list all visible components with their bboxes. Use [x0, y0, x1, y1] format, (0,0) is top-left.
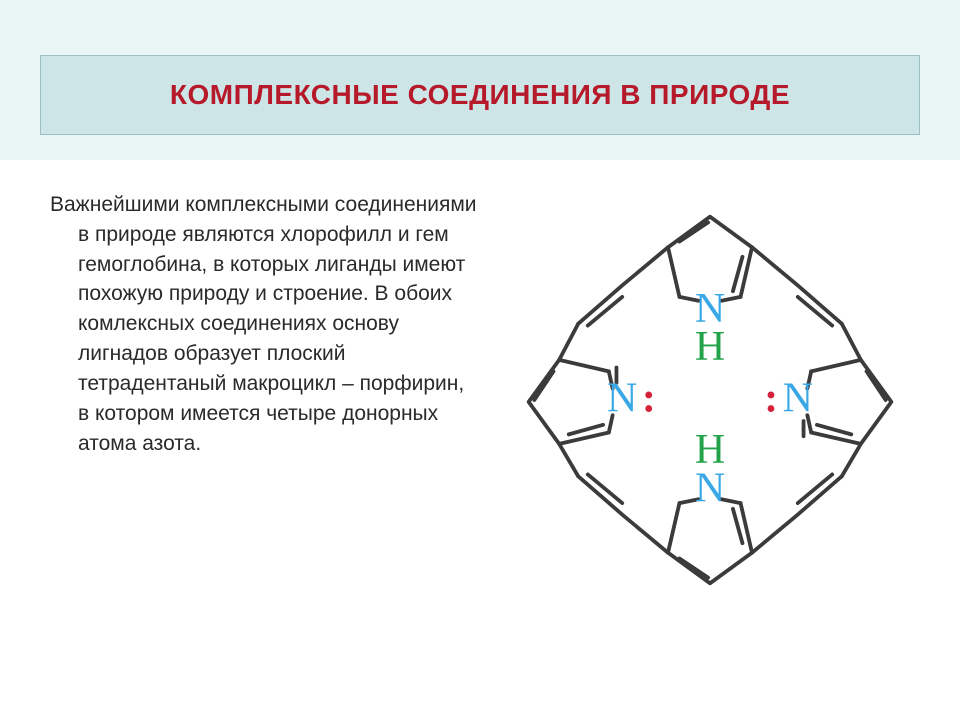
slide-title: КОМПЛЕКСНЫЕ СОЕДИНЕНИЯ В ПРИРОДЕ — [170, 79, 790, 111]
content-area: Важнейшими комплексными соединениями в п… — [0, 160, 960, 610]
title-box: КОМПЛЕКСНЫЕ СОЕДИНЕНИЯ В ПРИРОДЕ — [40, 55, 920, 135]
body-paragraph: Важнейшими комплексными соединениями в п… — [50, 190, 480, 610]
lone-pair-left: : — [642, 376, 656, 422]
porphyrin-structure: N H N : : N H N — [500, 190, 920, 610]
diagram-container: N H N : : N H N — [490, 190, 930, 610]
header-bar: КОМПЛЕКСНЫЕ СОЕДИНЕНИЯ В ПРИРОДЕ — [0, 0, 960, 160]
atom-h-top: H — [695, 324, 725, 370]
lone-pair-right: : — [764, 376, 778, 422]
atom-n-left: N — [607, 376, 637, 422]
atom-n-bottom: N — [695, 465, 725, 511]
atom-n-right: N — [783, 376, 813, 422]
